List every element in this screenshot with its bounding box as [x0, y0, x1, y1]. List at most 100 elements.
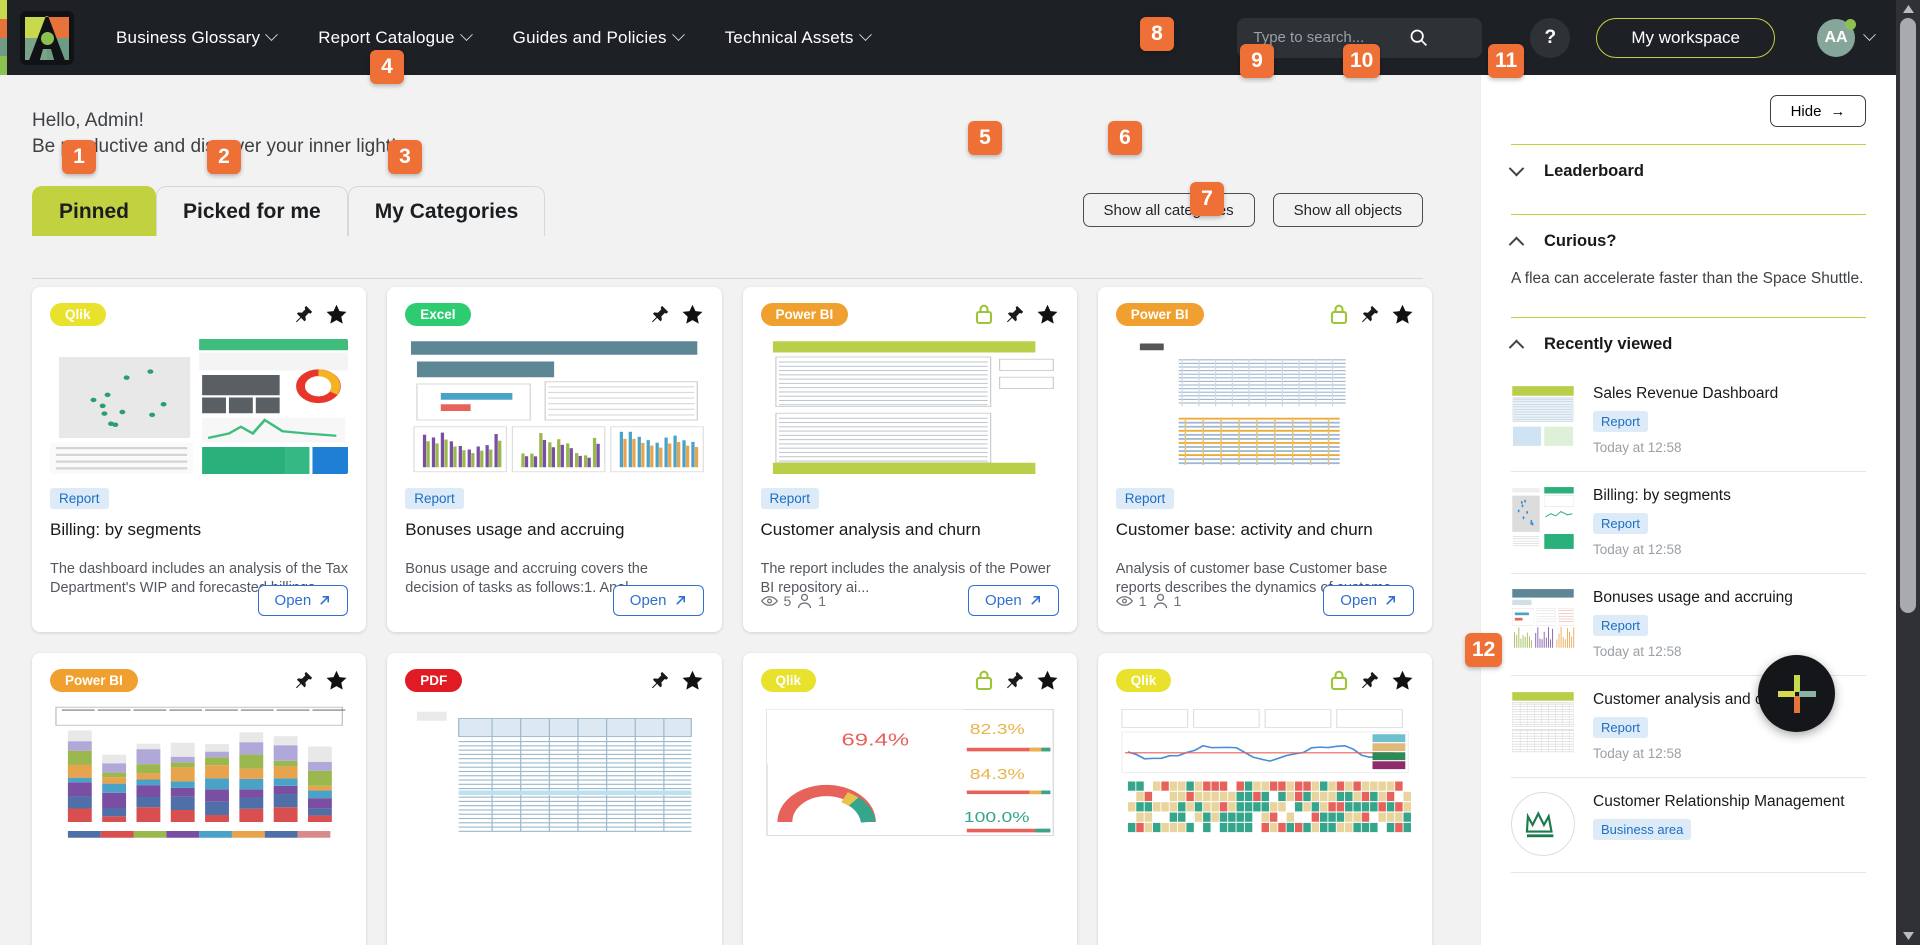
card-thumbnail[interactable] — [761, 339, 1059, 474]
card-action-icons — [294, 303, 348, 326]
star-icon[interactable] — [1391, 303, 1414, 326]
card-footer: Open — [50, 585, 348, 616]
nav-item-report-catalogue[interactable]: Report Catalogue — [318, 28, 470, 48]
lock-icon[interactable] — [974, 669, 994, 691]
source-badge: Power BI — [50, 669, 138, 692]
hide-panel-button[interactable]: Hide → — [1770, 95, 1866, 127]
page-scrollbar[interactable] — [1896, 0, 1920, 945]
catalogue-card[interactable]: Qlik Report Billing: by segments The das… — [32, 287, 366, 632]
greeting-line-2: Be productive and discover your inner li… — [32, 134, 1480, 160]
card-action-icons — [294, 669, 348, 692]
avatar[interactable]: AA — [1817, 19, 1855, 57]
card-thumbnail[interactable] — [405, 705, 703, 840]
tab-my-categories[interactable]: My Categories — [348, 186, 546, 236]
card-action-icons — [1329, 669, 1414, 692]
thumbnail-map-mini — [1511, 486, 1575, 550]
eye-icon — [761, 594, 778, 608]
star-icon[interactable] — [681, 303, 704, 326]
chevron-up-icon — [1509, 237, 1525, 253]
scrollbar-thumb[interactable] — [1900, 18, 1916, 613]
catalogue-card[interactable]: Qlik — [1098, 653, 1432, 945]
help-button[interactable]: ? — [1530, 18, 1570, 58]
star-icon[interactable] — [325, 303, 348, 326]
pin-icon[interactable] — [1360, 670, 1380, 690]
card-thumbnail[interactable]: 69.4% 82.3% 84.3% 100.0% — [761, 705, 1059, 840]
lock-icon[interactable] — [1329, 669, 1349, 691]
open-button[interactable]: Open — [968, 585, 1059, 616]
card-thumbnail[interactable] — [405, 339, 703, 474]
chevron-down-icon — [460, 28, 473, 41]
pin-icon[interactable] — [294, 304, 314, 324]
crown-thumbnail — [1511, 792, 1575, 856]
chevron-down-icon — [1509, 161, 1525, 177]
star-icon[interactable] — [1391, 669, 1414, 692]
card-title: Customer base: activity and churn — [1116, 520, 1414, 540]
catalogue-card[interactable]: Power BI Report Customer base: activity … — [1098, 287, 1432, 632]
section-title: Curious? — [1544, 232, 1616, 251]
nav-item-business-glossary[interactable]: Business Glossary — [116, 28, 276, 48]
nav-item-guides-and-policies[interactable]: Guides and Policies — [513, 28, 683, 48]
card-stats: 1 1 — [1116, 593, 1182, 609]
logo-center-dot — [41, 32, 54, 45]
star-icon[interactable] — [325, 669, 348, 692]
star-icon[interactable] — [1036, 303, 1059, 326]
lock-icon[interactable] — [1329, 303, 1349, 325]
tab-pinned[interactable]: Pinned — [32, 186, 156, 236]
open-button[interactable]: Open — [1323, 585, 1414, 616]
search-icon[interactable] — [1403, 23, 1433, 53]
chevron-down-icon[interactable] — [1863, 28, 1876, 41]
scroll-up-arrow[interactable] — [1896, 0, 1920, 18]
tab-picked-for-me[interactable]: Picked for me — [156, 186, 348, 236]
recently-viewed-item[interactable]: Customer Relationship Management Busines… — [1511, 778, 1866, 873]
annotation-marker-12: 12 — [1465, 633, 1502, 667]
my-workspace-button[interactable]: My workspace — [1596, 18, 1775, 58]
pin-icon[interactable] — [650, 304, 670, 324]
pin-icon[interactable] — [650, 670, 670, 690]
right-sidebar: Hide → Leaderboard Curious? A flea can a… — [1480, 75, 1896, 945]
user-count: 1 — [1174, 593, 1182, 609]
pin-icon[interactable] — [1005, 670, 1025, 690]
thumbnail-green-table — [761, 339, 1059, 474]
annotation-marker-5: 5 — [968, 121, 1002, 155]
catalogue-card[interactable]: Power BI Report Customer analysis and ch… — [743, 287, 1077, 632]
thumbnail-stacked-bars — [50, 705, 348, 840]
star-icon[interactable] — [681, 669, 704, 692]
open-button[interactable]: Open — [258, 585, 349, 616]
item-timestamp: Today at 12:58 — [1593, 542, 1866, 557]
catalogue-card[interactable]: Excel Report Bonuses usage and accruing … — [387, 287, 721, 632]
recently-viewed-item[interactable]: Sales Revenue Dashboard Report Today at … — [1511, 370, 1866, 472]
section-recently-viewed[interactable]: Recently viewed — [1511, 318, 1866, 370]
lock-icon[interactable] — [974, 303, 994, 325]
catalogue-card[interactable]: Qlik 69.4% 82.3% 84.3% 100.0% — [743, 653, 1077, 945]
search-input[interactable] — [1253, 29, 1403, 46]
section-curious[interactable]: Curious? — [1511, 215, 1866, 267]
card-thumbnail[interactable] — [1116, 339, 1414, 474]
item-thumbnail — [1511, 384, 1575, 448]
nav-label: Business Glossary — [116, 28, 260, 48]
user-menu[interactable]: AA — [1817, 19, 1874, 57]
pin-icon[interactable] — [294, 670, 314, 690]
item-thumbnail — [1511, 690, 1575, 754]
nav-item-technical-assets[interactable]: Technical Assets — [725, 28, 870, 48]
catalogue-card[interactable]: PDF — [387, 653, 721, 945]
recently-viewed-item[interactable]: Billing: by segments Report Today at 12:… — [1511, 472, 1866, 574]
view-count: 1 — [1139, 593, 1147, 609]
card-thumbnail[interactable] — [1116, 705, 1414, 840]
annotation-marker-3: 3 — [388, 140, 422, 174]
section-leaderboard[interactable]: Leaderboard — [1511, 145, 1866, 197]
card-header: Power BI — [1116, 301, 1414, 327]
add-button[interactable] — [1758, 655, 1835, 732]
card-thumbnail[interactable] — [50, 339, 348, 474]
card-header: Qlik — [50, 301, 348, 327]
pin-icon[interactable] — [1360, 304, 1380, 324]
scroll-down-arrow[interactable] — [1896, 927, 1920, 945]
catalogue-card[interactable]: Power BI — [32, 653, 366, 945]
pin-icon[interactable] — [1005, 304, 1025, 324]
star-icon[interactable] — [1036, 669, 1059, 692]
annotation-marker-7: 7 — [1190, 182, 1224, 216]
card-thumbnail[interactable] — [50, 705, 348, 840]
brand-color-strip — [0, 0, 7, 75]
app-logo[interactable] — [20, 11, 74, 65]
open-button[interactable]: Open — [613, 585, 704, 616]
card-header: Qlik — [761, 667, 1059, 693]
